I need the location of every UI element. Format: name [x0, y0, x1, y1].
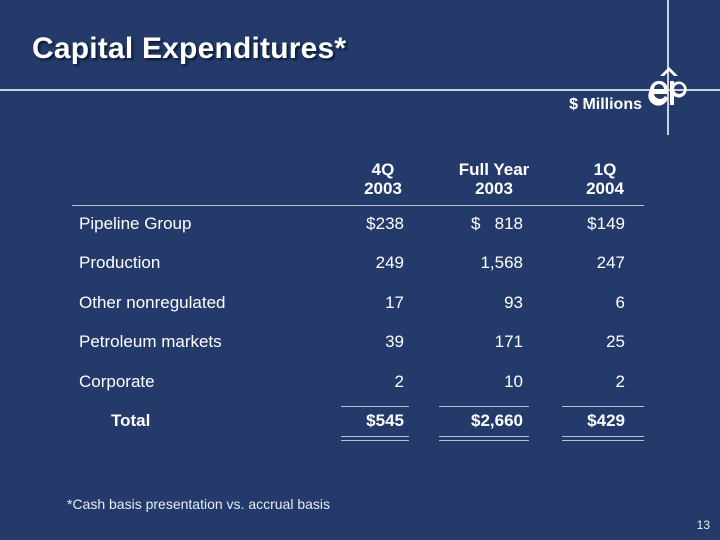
row-label: Corporate	[79, 372, 155, 391]
double-rule-1q-2004-lower	[562, 440, 644, 441]
cell-full-year-2003: 93	[504, 293, 523, 312]
header-divider	[0, 89, 720, 91]
total-4q-2003: $545	[366, 411, 404, 430]
column-header-full-year-2003: Full Year 2003	[444, 160, 544, 198]
double-rule-full-year-2003	[439, 436, 529, 437]
column-header-line2: 2003	[364, 179, 402, 198]
double-rule-1q-2004	[562, 436, 644, 437]
cell-full-year-2003: 1,568	[480, 253, 523, 272]
table-header-rule	[72, 205, 644, 206]
row-label: Production	[79, 253, 161, 272]
double-rule-4q-2003-lower	[341, 440, 409, 441]
cell-4q-2003: 17	[385, 293, 404, 312]
page-title: Capital Expenditures*	[32, 32, 347, 65]
cell-4q-2003: $238	[366, 214, 404, 233]
cell-4q-2003: 249	[375, 253, 404, 272]
row-label: Pipeline Group	[79, 214, 192, 233]
total-full-year-2003: $2,660	[471, 411, 523, 430]
units-label: $ Millions	[569, 96, 642, 113]
page-number: 13	[696, 518, 710, 532]
cell-1q-2004: 6	[615, 293, 625, 312]
total-1q-2004: $429	[587, 411, 625, 430]
row-label: Other nonregulated	[79, 293, 226, 312]
column-header-4q-2003: 4Q 2003	[333, 160, 433, 198]
cell-full-year-2003: 171	[494, 332, 523, 351]
column-header-line1: 1Q	[593, 160, 617, 179]
cell-1q-2004: 25	[606, 332, 625, 351]
total-rule-1q-2004	[562, 406, 644, 407]
total-rule-4q-2003	[341, 406, 409, 407]
column-header-line1: Full Year	[458, 160, 530, 179]
cell-4q-2003: 2	[394, 372, 404, 391]
footnote: *Cash basis presentation vs. accrual bas…	[67, 496, 331, 512]
double-rule-full-year-2003-lower	[439, 440, 529, 441]
cell-full-year-2003: 10	[504, 372, 523, 391]
total-rule-full-year-2003	[439, 406, 529, 407]
column-header-1q-2004: 1Q 2004	[555, 160, 655, 198]
cell-1q-2004: 247	[596, 253, 625, 272]
total-label: Total	[111, 411, 151, 430]
cell-1q-2004: 2	[615, 372, 625, 391]
header-vertical-divider	[667, 0, 669, 135]
cell-4q-2003: 39	[385, 332, 404, 351]
row-label: Petroleum markets	[79, 332, 222, 351]
column-header-line1: 4Q	[371, 160, 395, 179]
cell-1q-2004: $149	[587, 214, 625, 233]
ep-logo-icon	[648, 67, 687, 106]
column-header-line2: 2003	[475, 179, 513, 198]
cell-full-year-2003: $ 818	[471, 214, 523, 233]
double-rule-4q-2003	[341, 436, 409, 437]
column-header-line2: 2004	[586, 179, 624, 198]
